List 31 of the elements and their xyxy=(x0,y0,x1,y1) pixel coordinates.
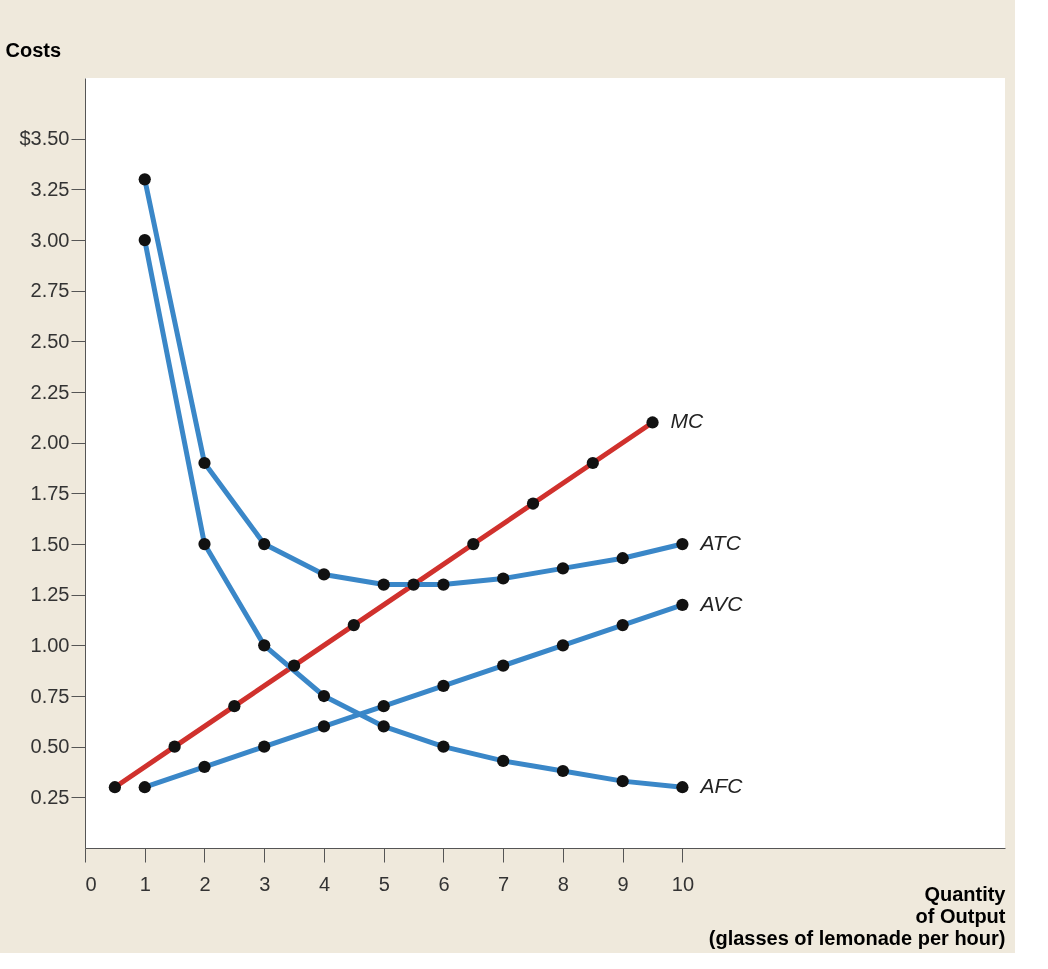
series-label: AVC xyxy=(698,591,744,615)
y-tick-label: 1.00 xyxy=(30,633,70,656)
series-label: AFC xyxy=(698,774,744,798)
x-tick-label: 10 xyxy=(671,872,695,895)
y-tick-label: 1.50 xyxy=(30,532,70,555)
y-tick-label: 3.00 xyxy=(30,228,70,251)
y-tick-label: 1.25 xyxy=(30,583,70,606)
x-tick-label: 6 xyxy=(438,872,450,895)
x-tick-label: 8 xyxy=(557,872,569,895)
y-tick-label: $3.50 xyxy=(19,127,70,150)
x-tick-label: 9 xyxy=(617,872,629,895)
y-tick-label: 0.50 xyxy=(30,735,70,758)
series-label: MC xyxy=(670,409,705,433)
x-tick-label: 4 xyxy=(318,872,331,895)
x-tick-label: 7 xyxy=(498,872,510,895)
x-tick-label: 2 xyxy=(199,872,211,895)
x-tick-label: 1 xyxy=(139,872,151,895)
x-axis-title: Quantity of Output (glasses of lemonade per hour) xyxy=(708,882,1007,949)
y-tick-label: 3.25 xyxy=(30,177,70,200)
series-label: ATC xyxy=(698,531,742,555)
y-tick-label: 2.75 xyxy=(30,279,70,302)
y-tick-label: 2.00 xyxy=(30,431,70,454)
x-tick-label: 3 xyxy=(259,872,271,895)
x-tick-label: 5 xyxy=(378,872,390,895)
x-tick-label: 0 xyxy=(85,872,97,895)
y-tick-label: 2.25 xyxy=(30,380,70,403)
y-tick-label: 1.75 xyxy=(30,481,70,504)
y-tick-label: 0.75 xyxy=(30,684,70,707)
y-tick-label: 2.50 xyxy=(30,329,70,352)
y-tick-label: 0.25 xyxy=(30,785,70,808)
y-axis-title: Costs xyxy=(5,38,62,61)
